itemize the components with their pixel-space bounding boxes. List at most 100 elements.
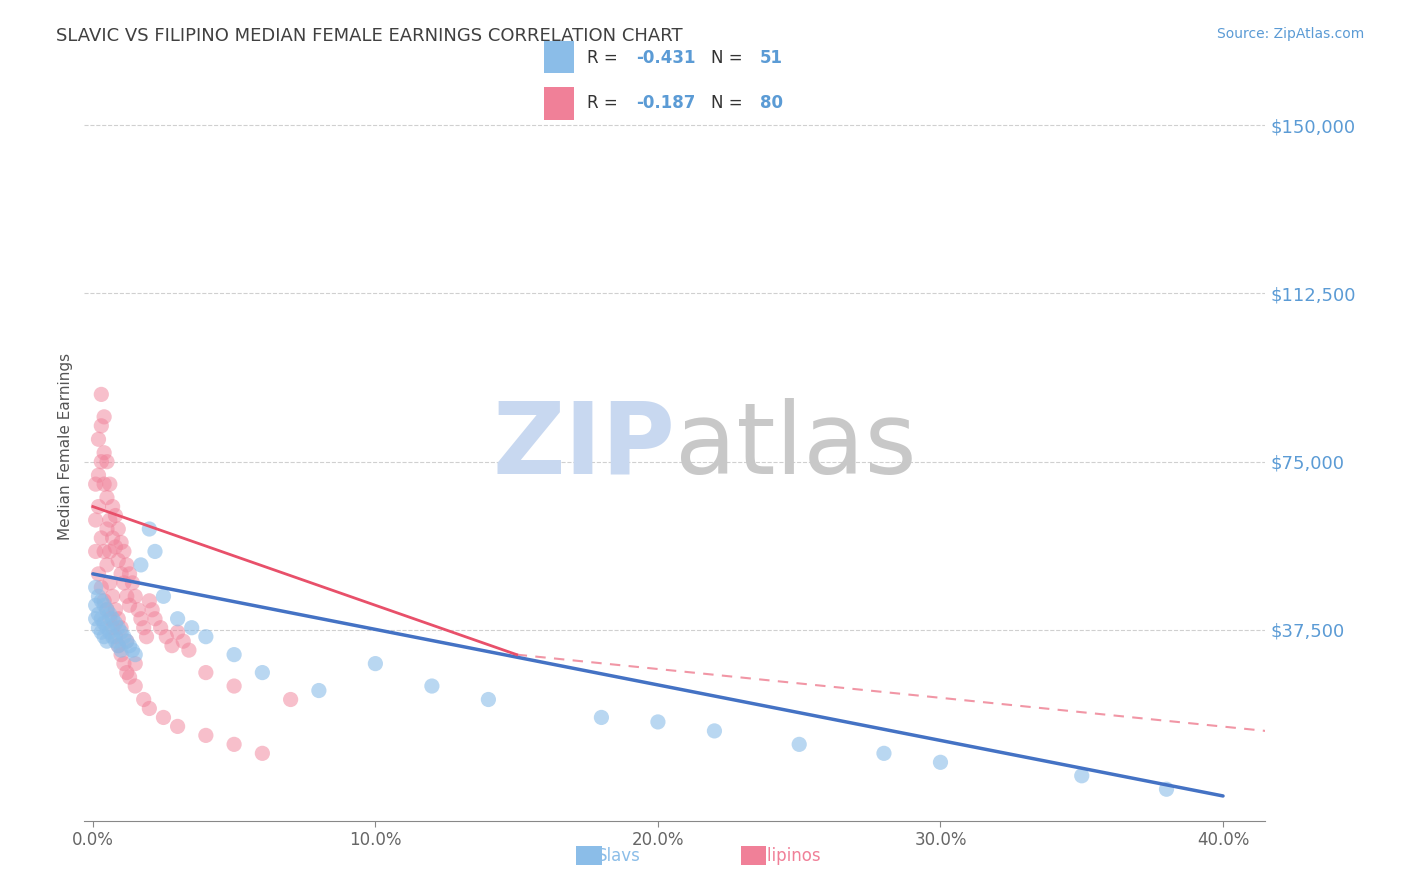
Point bbox=[194, 665, 217, 680]
Point bbox=[224, 737, 246, 751]
Point bbox=[703, 723, 725, 738]
Point bbox=[112, 630, 135, 644]
Point bbox=[115, 634, 138, 648]
Point bbox=[129, 558, 152, 572]
Point bbox=[87, 566, 110, 581]
Text: Source: ZipAtlas.com: Source: ZipAtlas.com bbox=[1216, 27, 1364, 41]
Point bbox=[90, 387, 112, 401]
Point bbox=[118, 599, 141, 613]
Point bbox=[420, 679, 443, 693]
Point bbox=[84, 477, 107, 491]
Point bbox=[194, 728, 217, 742]
Point bbox=[101, 621, 124, 635]
Point bbox=[160, 639, 183, 653]
Point bbox=[141, 603, 163, 617]
Point bbox=[121, 643, 143, 657]
Point bbox=[112, 544, 135, 558]
Point bbox=[308, 683, 330, 698]
Text: N =: N = bbox=[710, 49, 748, 67]
Point bbox=[155, 630, 177, 644]
Point bbox=[96, 558, 118, 572]
Point bbox=[93, 599, 115, 613]
Point bbox=[135, 630, 157, 644]
Point bbox=[172, 634, 194, 648]
Point bbox=[87, 468, 110, 483]
Point bbox=[98, 575, 121, 590]
Point bbox=[107, 553, 129, 567]
Point bbox=[96, 491, 118, 505]
Point bbox=[110, 625, 132, 640]
Point bbox=[98, 625, 121, 640]
Point bbox=[101, 612, 124, 626]
Point bbox=[110, 643, 132, 657]
Point bbox=[104, 634, 127, 648]
Point bbox=[177, 643, 200, 657]
Text: R =: R = bbox=[586, 49, 623, 67]
Point bbox=[84, 580, 107, 594]
Point bbox=[477, 692, 499, 706]
Text: SLAVIC VS FILIPINO MEDIAN FEMALE EARNINGS CORRELATION CHART: SLAVIC VS FILIPINO MEDIAN FEMALE EARNING… bbox=[56, 27, 683, 45]
Point bbox=[115, 665, 138, 680]
Point bbox=[110, 566, 132, 581]
Point bbox=[87, 590, 110, 604]
Point bbox=[84, 612, 107, 626]
Point bbox=[93, 616, 115, 631]
Point bbox=[152, 710, 174, 724]
Point bbox=[364, 657, 387, 671]
Point bbox=[93, 630, 115, 644]
Point bbox=[101, 630, 124, 644]
Point bbox=[138, 594, 160, 608]
Point bbox=[104, 630, 127, 644]
Point bbox=[1156, 782, 1178, 797]
Point bbox=[87, 607, 110, 622]
Point bbox=[107, 621, 129, 635]
Point bbox=[96, 603, 118, 617]
Point bbox=[124, 648, 146, 662]
Bar bbox=[544, 87, 575, 120]
Point bbox=[138, 522, 160, 536]
Point bbox=[166, 612, 188, 626]
Point bbox=[124, 590, 146, 604]
Point bbox=[90, 580, 112, 594]
Text: -0.431: -0.431 bbox=[637, 49, 696, 67]
Point bbox=[90, 594, 112, 608]
Point bbox=[93, 544, 115, 558]
Point bbox=[115, 558, 138, 572]
Point bbox=[93, 409, 115, 424]
Point bbox=[112, 657, 135, 671]
Point bbox=[96, 522, 118, 536]
Point bbox=[84, 599, 107, 613]
Point bbox=[138, 701, 160, 715]
Point bbox=[93, 477, 115, 491]
Point bbox=[101, 531, 124, 545]
Point bbox=[98, 544, 121, 558]
Point bbox=[127, 603, 149, 617]
Point bbox=[1070, 769, 1092, 783]
Point bbox=[166, 719, 188, 733]
Point bbox=[121, 575, 143, 590]
Point bbox=[115, 634, 138, 648]
Point bbox=[115, 590, 138, 604]
Point bbox=[98, 477, 121, 491]
Text: atlas: atlas bbox=[675, 398, 917, 494]
Point bbox=[591, 710, 613, 724]
Point bbox=[107, 639, 129, 653]
Text: 51: 51 bbox=[761, 49, 783, 67]
Point bbox=[90, 531, 112, 545]
Point bbox=[149, 621, 172, 635]
Point bbox=[90, 612, 112, 626]
Text: Slavs: Slavs bbox=[596, 847, 641, 865]
Point bbox=[252, 747, 274, 761]
Text: 80: 80 bbox=[761, 94, 783, 112]
Point bbox=[224, 648, 246, 662]
Point bbox=[96, 455, 118, 469]
Text: -0.187: -0.187 bbox=[637, 94, 696, 112]
Text: ZIP: ZIP bbox=[492, 398, 675, 494]
Point bbox=[110, 648, 132, 662]
Point bbox=[90, 418, 112, 433]
Point bbox=[96, 634, 118, 648]
Point bbox=[107, 612, 129, 626]
Y-axis label: Median Female Earnings: Median Female Earnings bbox=[58, 352, 73, 540]
Point bbox=[104, 508, 127, 523]
Text: Filipinos: Filipinos bbox=[754, 847, 821, 865]
